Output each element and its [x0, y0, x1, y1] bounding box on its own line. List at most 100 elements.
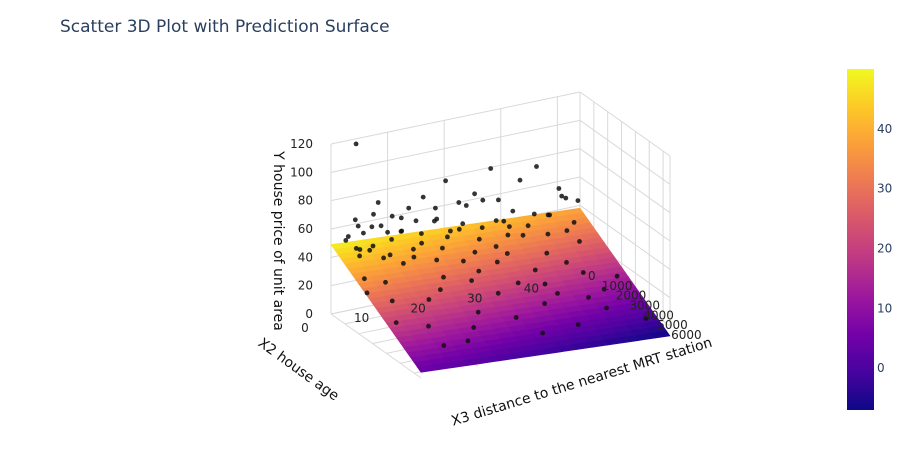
data-point [399, 229, 404, 234]
data-point [501, 219, 506, 224]
colorbar [847, 69, 874, 410]
data-point [557, 186, 562, 191]
data-point [457, 227, 462, 232]
data-point [542, 301, 547, 306]
data-point [495, 260, 500, 265]
data-point [434, 258, 439, 263]
data-point [559, 194, 564, 199]
colorbar-ticks: 010203040 [877, 122, 892, 375]
z-axis-title: Y house price of unit area [270, 150, 286, 331]
data-point [514, 315, 519, 320]
data-point [419, 241, 424, 246]
data-point [521, 233, 526, 238]
data-point [401, 261, 406, 266]
data-point [365, 291, 370, 296]
z-tick-label: 40 [298, 250, 313, 264]
data-point [469, 278, 474, 283]
data-point [576, 198, 581, 203]
data-point [399, 216, 404, 221]
colorbar-tick-label: 0 [877, 361, 885, 375]
data-point [388, 253, 393, 258]
data-point [555, 291, 560, 296]
data-point [414, 218, 419, 223]
data-point [419, 231, 424, 236]
data-point [466, 339, 471, 344]
data-point [427, 297, 432, 302]
data-point [443, 178, 448, 183]
data-point [356, 224, 361, 229]
data-point [371, 212, 376, 217]
data-point [390, 299, 395, 304]
data-point [480, 225, 485, 230]
data-point [461, 259, 466, 264]
data-point [518, 178, 523, 183]
data-point [421, 195, 426, 200]
data-point [385, 230, 390, 235]
data-point [371, 244, 376, 249]
data-point [411, 247, 416, 252]
data-point [507, 224, 512, 229]
data-point [496, 198, 501, 203]
data-point [565, 228, 570, 233]
y-tick-label: 0 [301, 321, 309, 335]
data-point [494, 218, 499, 223]
colorbar-tick-label: 30 [877, 182, 892, 196]
data-point [362, 276, 367, 281]
data-point [357, 254, 362, 259]
data-point [379, 223, 384, 228]
data-point [433, 206, 438, 211]
data-point [496, 291, 501, 296]
data-point [354, 142, 359, 147]
data-point [412, 255, 417, 260]
colorbar-tick-label: 10 [877, 301, 892, 315]
data-point [533, 268, 538, 273]
z-tick-label: 0 [305, 307, 313, 321]
data-point [572, 220, 577, 225]
y-tick-label: 40 [524, 282, 539, 296]
data-point [389, 237, 394, 242]
data-point [438, 287, 443, 292]
data-point [441, 275, 446, 280]
data-point [473, 250, 478, 255]
data-point [532, 212, 537, 217]
data-point [440, 246, 445, 251]
data-point [476, 269, 481, 274]
data-point [546, 232, 551, 237]
z-tick-label: 80 [298, 194, 313, 208]
data-point [494, 244, 499, 249]
data-point [576, 322, 581, 327]
data-point [426, 324, 431, 329]
data-point [464, 203, 469, 208]
data-point [456, 200, 461, 205]
y-tick-label: 10 [354, 311, 369, 325]
data-point [367, 248, 372, 253]
data-point [586, 295, 591, 300]
data-point [383, 280, 388, 285]
data-point [361, 231, 366, 236]
z-tick-label: 60 [298, 222, 313, 236]
grid-line-z-left [331, 120, 580, 172]
z-tick-label: 120 [290, 137, 313, 151]
data-point [445, 235, 450, 240]
data-point [346, 234, 351, 239]
data-point [480, 198, 485, 203]
data-point [471, 325, 476, 330]
data-point [358, 247, 363, 252]
y-tick-label: 30 [467, 292, 482, 306]
data-point [488, 166, 493, 171]
colorbar-tick-label: 20 [877, 242, 892, 256]
data-point [381, 256, 386, 261]
data-point [581, 270, 586, 275]
data-point [460, 221, 465, 226]
data-point [353, 217, 358, 222]
data-point [577, 239, 582, 244]
data-point [534, 164, 539, 169]
data-point [432, 219, 437, 224]
data-point [370, 224, 375, 229]
data-point [563, 196, 568, 201]
data-point [506, 233, 511, 238]
data-point [505, 251, 510, 256]
data-point [516, 281, 521, 286]
data-point [477, 237, 482, 242]
